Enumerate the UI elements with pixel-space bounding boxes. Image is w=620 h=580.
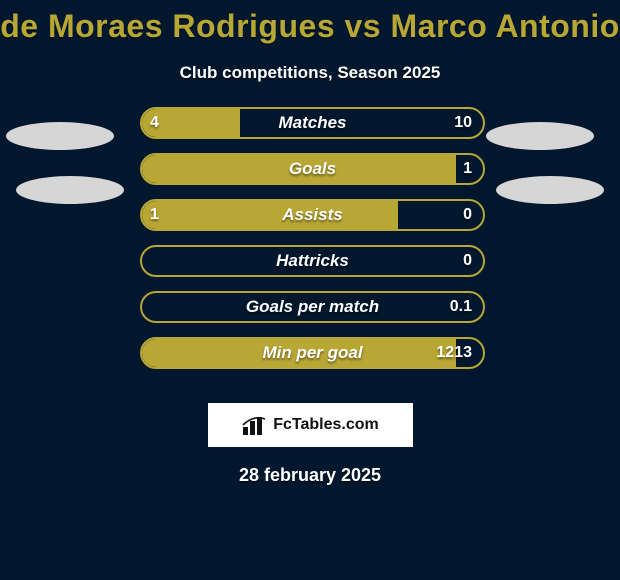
fctables-logo-text: FcTables.com <box>273 416 379 434</box>
stat-bar-track <box>140 153 485 185</box>
stat-bar-track <box>140 291 485 323</box>
player-placeholder-ellipse <box>16 176 124 204</box>
stat-bar-fill <box>142 155 456 183</box>
fctables-logo: FcTables.com <box>208 403 413 447</box>
stat-value-right: 0 <box>463 199 472 231</box>
stat-value-right: 0.1 <box>450 291 472 323</box>
stat-bar-track <box>140 245 485 277</box>
stat-row: Hattricks0 <box>0 245 620 291</box>
stat-value-right: 1213 <box>436 337 472 369</box>
page-subtitle: Club competitions, Season 2025 <box>0 63 620 83</box>
stat-bar-fill <box>142 201 398 229</box>
stat-row: Goals per match0.1 <box>0 291 620 337</box>
stat-value-left: 4 <box>150 107 159 139</box>
stat-row: Min per goal1213 <box>0 337 620 383</box>
stat-value-left: 1 <box>150 199 159 231</box>
stat-bar-track <box>140 107 485 139</box>
stat-value-right: 0 <box>463 245 472 277</box>
player-placeholder-ellipse <box>6 122 114 150</box>
stat-bar-track <box>140 199 485 231</box>
date-caption: 28 february 2025 <box>0 465 620 486</box>
player-placeholder-ellipse <box>486 122 594 150</box>
stat-bar-fill <box>142 339 456 367</box>
stat-value-right: 10 <box>454 107 472 139</box>
player-placeholder-ellipse <box>496 176 604 204</box>
page-title: de Moraes Rodrigues vs Marco Antonio <box>0 0 620 45</box>
stat-bar-track <box>140 337 485 369</box>
fctables-logo-icon <box>241 413 269 437</box>
stat-row: Assists10 <box>0 199 620 245</box>
stat-value-right: 1 <box>463 153 472 185</box>
